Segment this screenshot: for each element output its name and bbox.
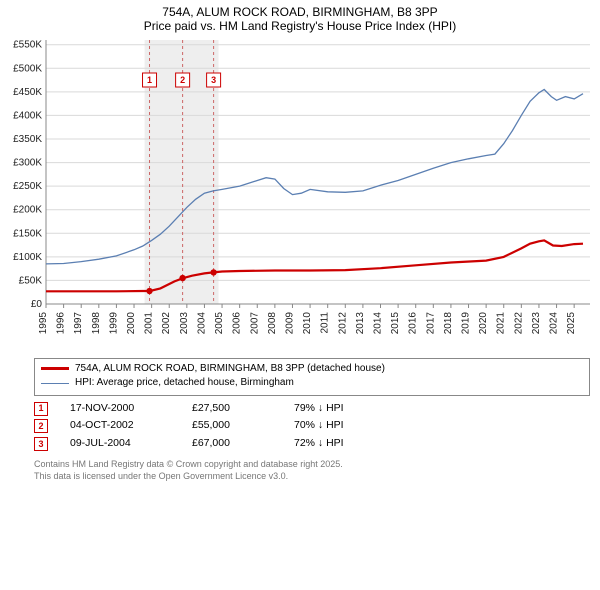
svg-text:1998: 1998 (91, 311, 102, 334)
svg-text:£450K: £450K (13, 86, 42, 97)
svg-text:2020: 2020 (478, 311, 489, 334)
svg-text:1999: 1999 (108, 311, 119, 334)
svg-text:2004: 2004 (196, 311, 207, 334)
svg-text:2022: 2022 (513, 311, 524, 334)
svg-text:2017: 2017 (425, 311, 436, 334)
legend-row-hpi: HPI: Average price, detached house, Birm… (41, 376, 583, 391)
svg-text:£300K: £300K (13, 157, 42, 168)
chart-area: £0 £50K £100K £150K £200K £250K £300K £350K £400… (8, 34, 600, 354)
sale-row: 2 04-OCT-2002 £55,000 70% ↓ HPI (34, 417, 590, 435)
legend-label-hpi: HPI: Average price, detached house, Birm… (75, 376, 294, 391)
svg-text:2002: 2002 (161, 311, 172, 334)
attribution-line-2: This data is licensed under the Open Gov… (34, 471, 590, 483)
title-line-1: 754A, ALUM ROCK ROAD, BIRMINGHAM, B8 3PP (0, 6, 600, 20)
svg-text:2013: 2013 (355, 311, 366, 334)
sales-table: 1 17-NOV-2000 £27,500 79% ↓ HPI 2 04-OCT-2002… (34, 400, 590, 454)
svg-text:£400K: £400K (13, 110, 42, 121)
attribution-line-1: Contains HM Land Registry data © Crown c… (34, 459, 590, 471)
svg-text:2025: 2025 (566, 311, 577, 334)
sale-delta: 72% ↓ HPI (294, 435, 384, 453)
sale-price: £55,000 (192, 417, 272, 435)
svg-text:£350K: £350K (13, 134, 42, 145)
chart-svg: £0 £50K £100K £150K £200K £250K £300K £350K £400… (8, 34, 594, 354)
sale-row: 3 09-JUL-2004 £67,000 72% ↓ HPI (34, 435, 590, 453)
svg-text:£150K: £150K (13, 228, 42, 239)
sale-date: 09-JUL-2004 (70, 435, 170, 453)
sale-delta: 70% ↓ HPI (294, 417, 384, 435)
sale-marker: 1 (34, 402, 48, 416)
svg-text:2008: 2008 (267, 311, 278, 334)
legend-swatch-price (41, 367, 69, 370)
svg-text:2003: 2003 (179, 311, 190, 334)
svg-text:1996: 1996 (56, 311, 67, 334)
svg-text:£200K: £200K (13, 204, 42, 215)
svg-text:£550K: £550K (13, 39, 42, 50)
legend-swatch-hpi (41, 383, 69, 384)
legend-row-price: 754A, ALUM ROCK ROAD, BIRMINGHAM, B8 3PP… (41, 362, 583, 377)
svg-text:2006: 2006 (232, 311, 243, 334)
sale-row: 1 17-NOV-2000 £27,500 79% ↓ HPI (34, 400, 590, 418)
svg-text:2012: 2012 (337, 311, 348, 334)
svg-text:£250K: £250K (13, 181, 42, 192)
sale-date: 17-NOV-2000 (70, 400, 170, 418)
svg-text:1995: 1995 (38, 311, 49, 334)
svg-text:2014: 2014 (372, 311, 383, 334)
sale-price: £67,000 (192, 435, 272, 453)
legend-label-price: 754A, ALUM ROCK ROAD, BIRMINGHAM, B8 3PP… (75, 362, 385, 377)
chart-title: 754A, ALUM ROCK ROAD, BIRMINGHAM, B8 3PP… (0, 0, 600, 34)
svg-text:2010: 2010 (302, 311, 313, 334)
sale-date: 04-OCT-2002 (70, 417, 170, 435)
svg-text:2005: 2005 (214, 311, 225, 334)
svg-text:2023: 2023 (531, 311, 542, 334)
sale-marker: 3 (34, 437, 48, 451)
svg-text:2011: 2011 (320, 311, 331, 333)
attribution: Contains HM Land Registry data © Crown c… (34, 459, 590, 482)
svg-text:2021: 2021 (496, 311, 507, 334)
svg-text:2: 2 (180, 75, 185, 85)
svg-text:2018: 2018 (443, 311, 454, 334)
title-line-2: Price paid vs. HM Land Registry's House … (0, 20, 600, 34)
svg-text:2019: 2019 (461, 311, 472, 334)
svg-text:£100K: £100K (13, 251, 42, 262)
svg-text:3: 3 (211, 75, 216, 85)
sale-delta: 79% ↓ HPI (294, 400, 384, 418)
svg-text:2000: 2000 (126, 311, 137, 334)
svg-text:2015: 2015 (390, 311, 401, 334)
svg-text:£500K: £500K (13, 63, 42, 74)
svg-text:£50K: £50K (19, 275, 43, 286)
svg-text:2009: 2009 (284, 311, 295, 334)
svg-text:2001: 2001 (144, 311, 155, 334)
legend: 754A, ALUM ROCK ROAD, BIRMINGHAM, B8 3PP… (34, 358, 590, 396)
sale-price: £27,500 (192, 400, 272, 418)
sale-marker: 2 (34, 419, 48, 433)
svg-text:2007: 2007 (249, 311, 260, 334)
svg-text:1997: 1997 (73, 311, 84, 334)
svg-text:2016: 2016 (408, 311, 419, 334)
svg-text:2024: 2024 (549, 311, 560, 334)
svg-text:£0: £0 (31, 299, 43, 310)
svg-text:1: 1 (147, 75, 152, 85)
